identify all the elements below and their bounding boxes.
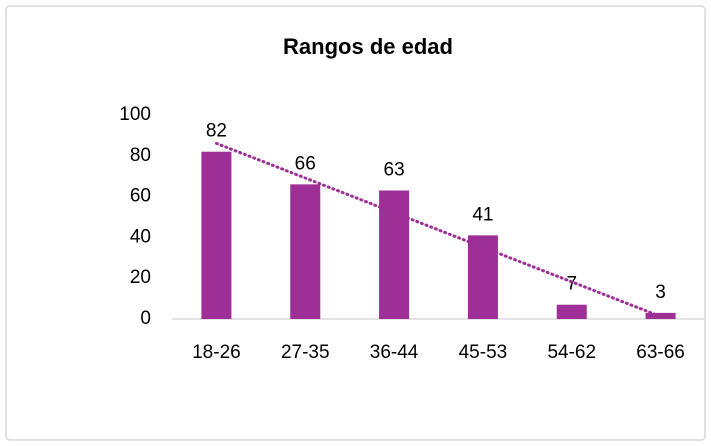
- value-label: 66: [295, 153, 316, 174]
- y-tick-label: 60: [130, 186, 151, 207]
- bar: [201, 151, 232, 319]
- y-tick-label: 0: [140, 308, 151, 329]
- value-label: 7: [566, 274, 577, 295]
- bar: [556, 304, 587, 319]
- x-tick-label: 63-66: [636, 342, 685, 363]
- y-tick-label: 20: [130, 267, 151, 288]
- x-tick-label: 18-26: [192, 342, 241, 363]
- x-tick-label: 45-53: [459, 342, 508, 363]
- chart-border: [5, 5, 706, 441]
- y-tick-label: 80: [130, 145, 151, 166]
- value-label: 3: [655, 282, 666, 303]
- trendline: [214, 141, 663, 318]
- y-tick-label: 100: [119, 104, 151, 125]
- bar: [290, 184, 321, 319]
- x-tick-label: 54-62: [547, 342, 596, 363]
- chart-title: Rangos de edad: [283, 34, 453, 59]
- x-tick-label: 36-44: [370, 342, 419, 363]
- y-tick-label: 40: [130, 226, 151, 247]
- value-label: 82: [206, 121, 227, 142]
- value-label: 41: [472, 204, 493, 225]
- bar: [467, 235, 498, 319]
- x-tick-label: 27-35: [281, 342, 330, 363]
- value-label: 63: [384, 159, 405, 180]
